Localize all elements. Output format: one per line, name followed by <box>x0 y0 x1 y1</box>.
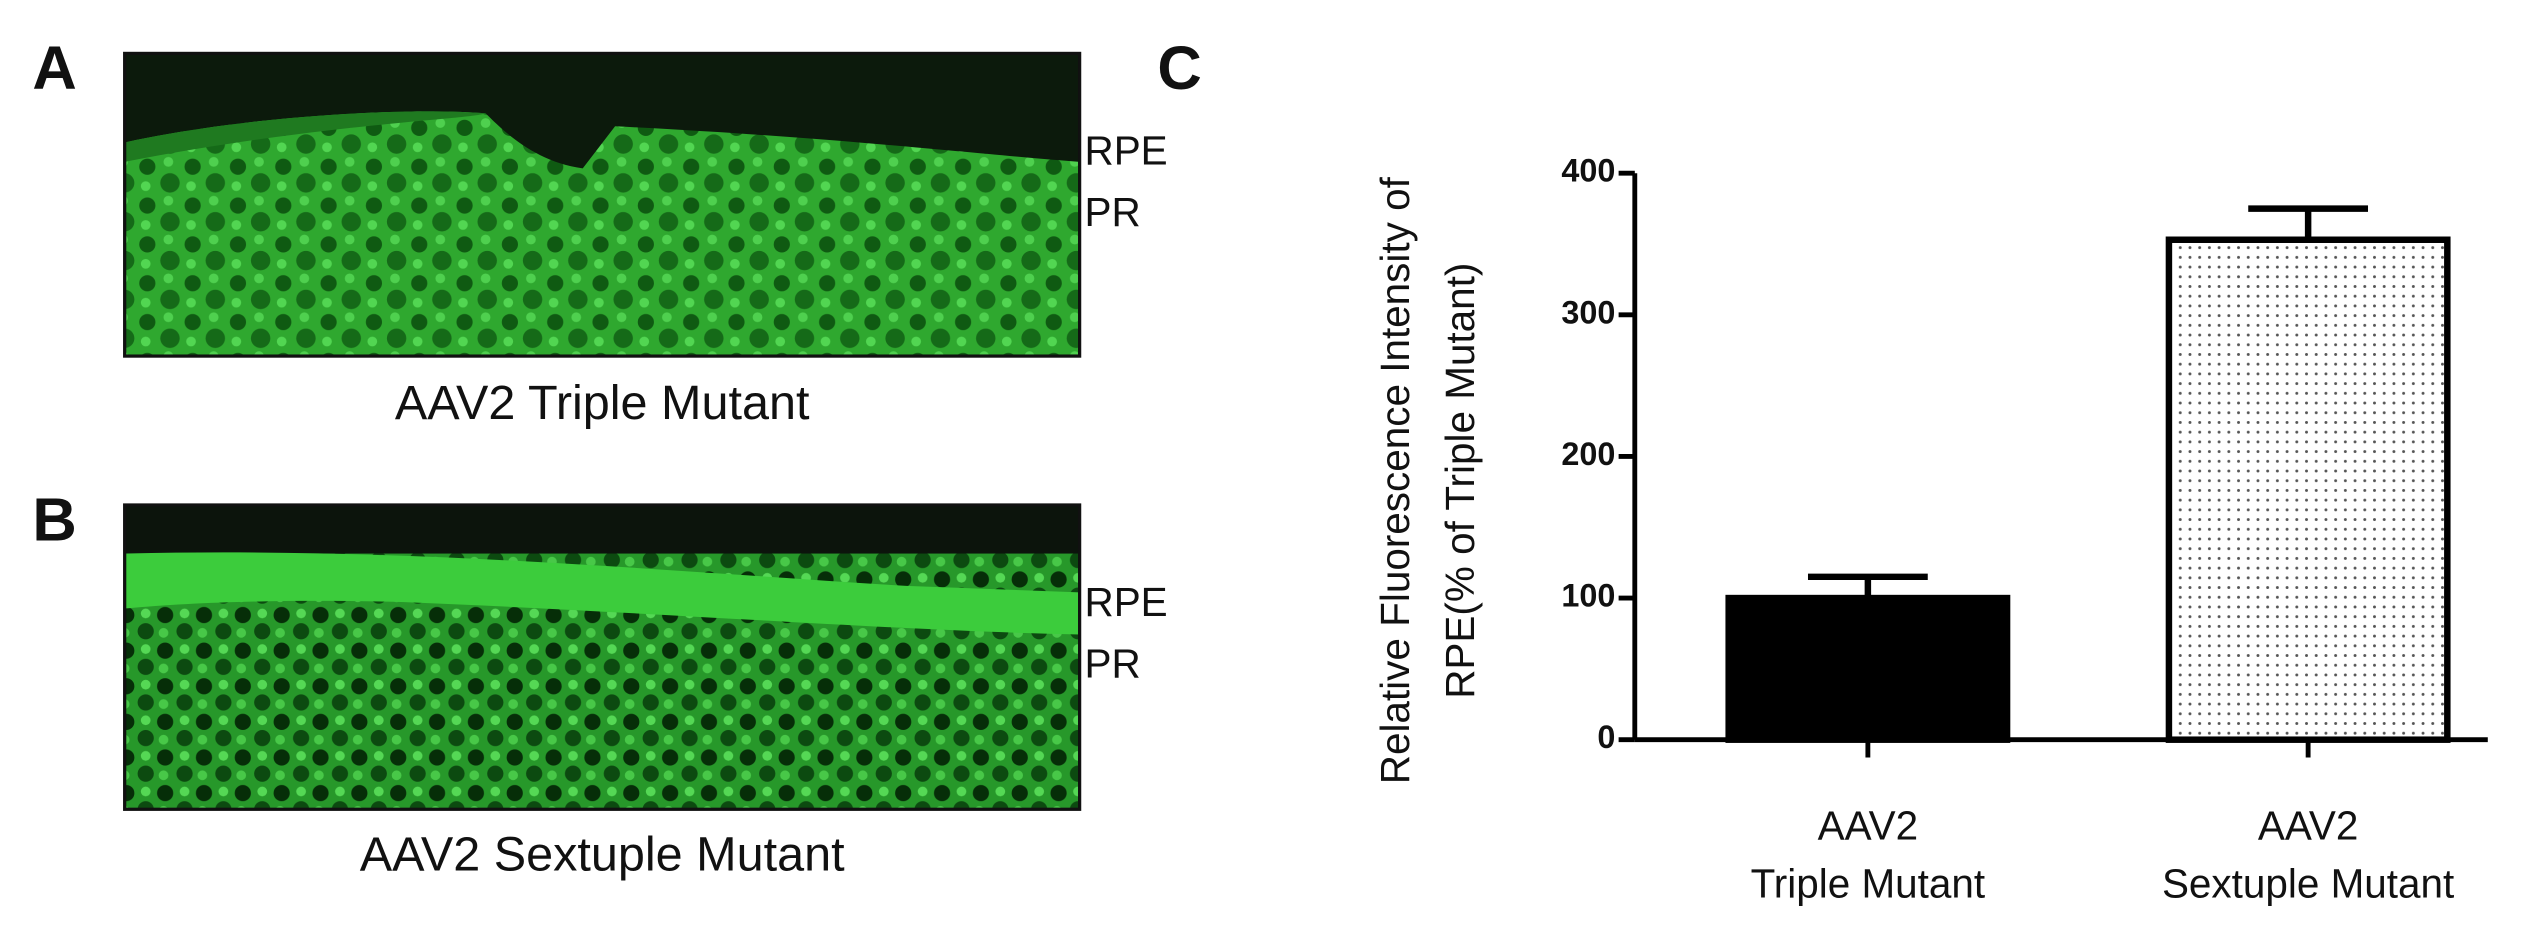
y-tick-label: 300 <box>1561 294 1615 330</box>
x-tick-label: Triple Mutant <box>1751 861 1986 907</box>
panel-caption: AAV2 Triple Mutant <box>395 376 810 430</box>
error-bar <box>2248 205 2369 240</box>
panel-letter: C <box>1157 34 1201 103</box>
micrograph-b <box>123 503 1082 811</box>
y-tick-label: 100 <box>1561 578 1615 614</box>
chart: C Relative Fluorescence Intensity of RPE(%… <box>1157 34 2488 907</box>
layer-label: RPE <box>1084 579 1167 625</box>
panels: A AAV2 Triple Mutant RPE PR B AAV2 Sextuple M… <box>32 34 1167 882</box>
error-bar <box>1807 573 1928 599</box>
bar <box>1725 594 2011 743</box>
x-tick-label: Sextuple Mutant <box>2162 861 2454 907</box>
y-tick-label: 0 <box>1597 719 1615 755</box>
micrograph-a <box>123 51 1082 358</box>
x-tick-label: AAV2 <box>2258 802 2358 848</box>
layer-label: RPE <box>1084 127 1167 173</box>
panel-letter: A <box>32 34 76 103</box>
bar <box>2165 236 2451 743</box>
y-tick-label: 200 <box>1561 436 1615 472</box>
x-tick-label: AAV2 <box>1818 802 1918 848</box>
layer-label: PR <box>1084 189 1140 235</box>
y-axis-label: RPE(% of Triple Mutant) <box>1437 263 1483 699</box>
panel-letter: B <box>32 486 76 555</box>
y-tick-label: 400 <box>1561 153 1615 189</box>
panel-caption: AAV2 Sextuple Mutant <box>360 828 845 882</box>
y-axis-label: Relative Fluorescence Intensity of <box>1372 176 1418 784</box>
layer-label: PR <box>1084 641 1140 687</box>
